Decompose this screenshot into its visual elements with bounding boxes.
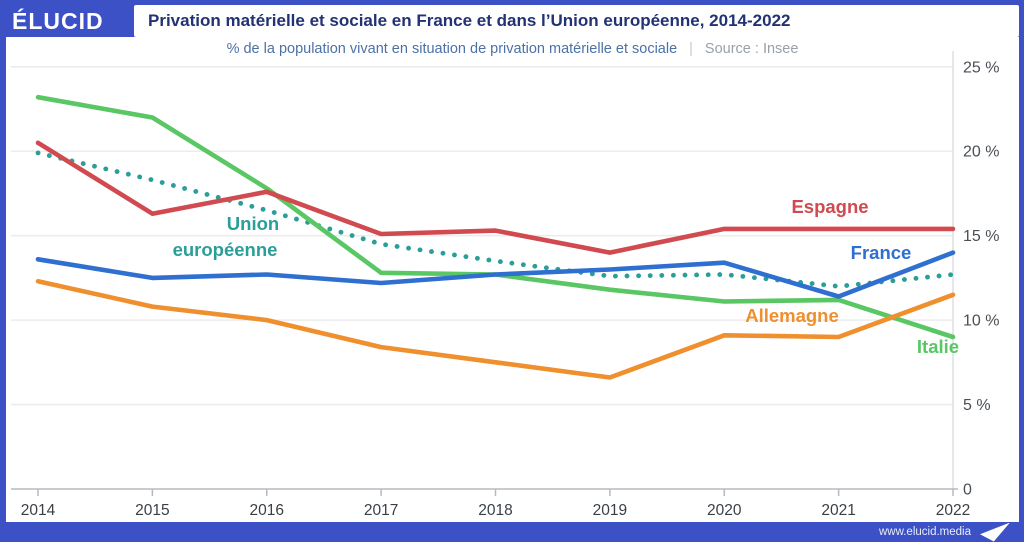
- x-tick-label-2019: 2019: [593, 502, 627, 519]
- x-tick-label-2018: 2018: [478, 502, 512, 519]
- x-tick-label-2022: 2022: [936, 502, 970, 519]
- page-title: Privation matérielle et sociale en Franc…: [148, 11, 791, 30]
- series-label-france: France: [851, 242, 912, 263]
- chart-subtitle-row: % de la population vivant en situation d…: [6, 41, 1019, 57]
- chart-subtitle: % de la population vivant en situation d…: [226, 41, 678, 57]
- elucid-arrow-icon: [980, 522, 1010, 542]
- x-tick-label-2016: 2016: [250, 502, 284, 519]
- series-label-italie: Italie: [917, 336, 959, 357]
- x-tick-label-2017: 2017: [364, 502, 398, 519]
- series-label-union-europ-enne: Union: [227, 213, 279, 234]
- y-tick-label-20: 20 %: [963, 144, 999, 161]
- y-tick-label-0: 0: [963, 482, 972, 499]
- chart-source: Source : Insee: [704, 41, 799, 57]
- y-tick-label-5: 5 %: [963, 397, 991, 414]
- series-line-italie: [35, 94, 956, 340]
- x-tick-label-2021: 2021: [821, 502, 855, 519]
- y-tick-label-10: 10 %: [963, 313, 999, 330]
- y-tick-label-25: 25 %: [963, 59, 999, 76]
- x-tick-label-2014: 2014: [21, 502, 56, 519]
- deprivation-line-chart: 2014 2015 2016 2017 2018 2019 2020 2021 2022 0 5 %…: [11, 51, 999, 519]
- series-label-allemagne: Allemagne: [745, 305, 839, 326]
- x-tick-label-2020: 2020: [707, 502, 742, 519]
- series-line-union-europ-enne: [35, 150, 956, 289]
- series-label-union-europ-enne: européenne: [173, 239, 278, 260]
- footer-content: www.elucid.media: [879, 522, 1010, 542]
- series-line-espagne: [35, 140, 956, 255]
- series-line-france: [35, 250, 956, 299]
- title-box: Privation matérielle et sociale en Franc…: [134, 5, 1019, 37]
- footer-url: www.elucid.media: [878, 526, 971, 538]
- series-line-allemagne: [35, 279, 956, 380]
- x-tick-label-2015: 2015: [135, 502, 169, 519]
- subtitle-separator: |: [689, 41, 693, 57]
- footer-bar: www.elucid.media: [0, 522, 1024, 542]
- elucid-logo: ÉLUCID: [12, 8, 104, 34]
- chart-panel: 2014 2015 2016 2017 2018 2019 2020 2021 2022 0 5 %…: [6, 37, 1019, 522]
- series-label-espagne: Espagne: [791, 196, 868, 217]
- y-tick-label-15: 15 %: [963, 228, 999, 245]
